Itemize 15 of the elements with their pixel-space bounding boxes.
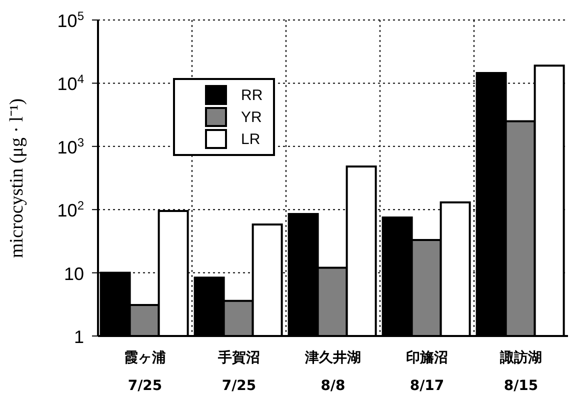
legend-label: RR <box>241 86 263 104</box>
x-tick-label: 手賀沼 7/25 <box>217 349 260 394</box>
x-tick-label: 印旛沼 8/17 <box>406 350 448 394</box>
y-tick-label: 10 <box>64 264 84 284</box>
x-tick-label: 津久井湖 8/8 <box>304 350 361 394</box>
x-tick-label: 諏訪湖 8/15 <box>499 349 542 394</box>
legend-label: YR <box>241 108 262 126</box>
y-tick-label: 10$^{3}$ <box>57 135 84 158</box>
y-axis-title: microcystin (μg · l⁻¹) <box>6 98 28 258</box>
y-tick-label: 10$^{2}$ <box>57 198 84 221</box>
y-tick-label: 10$^{4}$ <box>57 72 84 94</box>
x-tick-label: 霞ヶ浦 7/25 <box>124 350 166 394</box>
y-tick-label: 10$^{5}$ <box>57 9 84 31</box>
legend-label: LR <box>241 130 260 148</box>
y-tick-label: 1 <box>74 327 84 347</box>
